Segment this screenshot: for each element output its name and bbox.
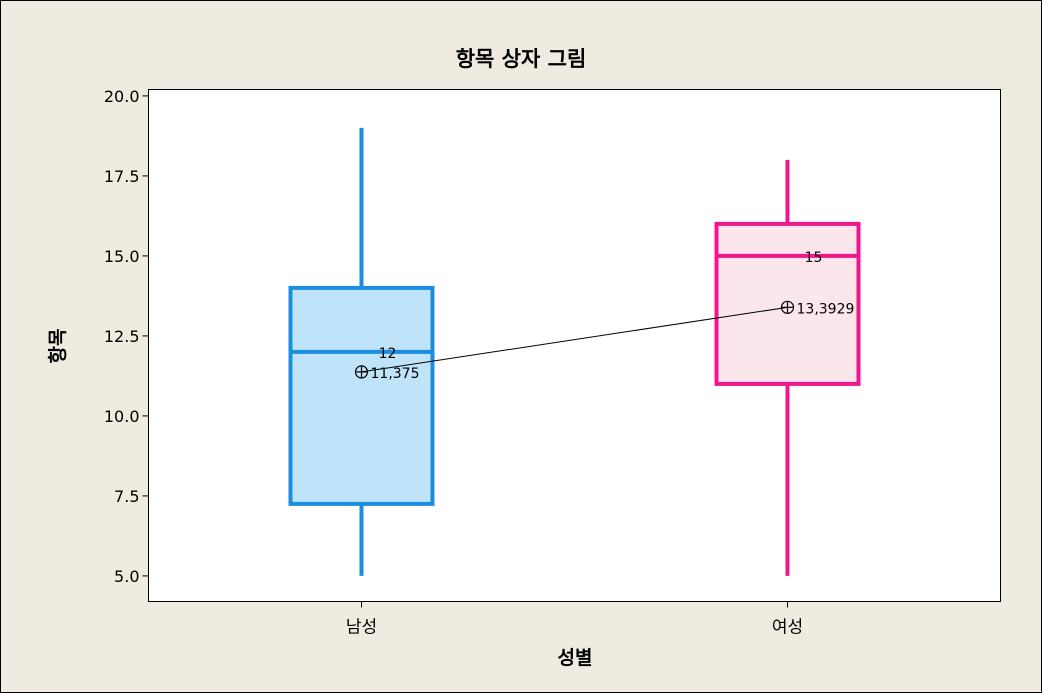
box-iqr [288, 285, 435, 506]
y-axis: 5.0 7.5 10.0 12.5 15.0 17.5 20.0 [104, 87, 149, 586]
median-label: 15 [805, 250, 823, 266]
mean-connect-line [361, 306, 788, 373]
plot-area [148, 89, 1001, 602]
x-axis-title: 성별 [558, 647, 593, 669]
mean-symbol [354, 365, 369, 379]
x-category-label: 여성 [772, 618, 803, 638]
mean-symbol [780, 300, 795, 314]
y-tick-label: 5.0 [114, 567, 139, 586]
y-tick-label: 7.5 [114, 487, 139, 506]
mean-label: 13,3929 [797, 301, 855, 317]
y-tick-label: 17.5 [104, 167, 140, 186]
x-category-label: 남성 [346, 618, 377, 638]
y-tick-label: 15.0 [104, 247, 140, 266]
y-axis-title: 항목 [47, 329, 69, 364]
x-axis: 남성 여성 [346, 601, 803, 638]
y-tick-label: 10.0 [104, 407, 140, 426]
mean-layer: 11,375 13,3929 [354, 300, 855, 382]
mean-label: 11,375 [371, 366, 420, 382]
y-tick-label: 20.0 [104, 87, 140, 106]
box-group: 12 [288, 127, 435, 576]
median-label: 12 [379, 346, 397, 362]
y-tick-label: 12.5 [104, 327, 140, 346]
chart-title: 항목 상자 그림 [456, 47, 587, 71]
